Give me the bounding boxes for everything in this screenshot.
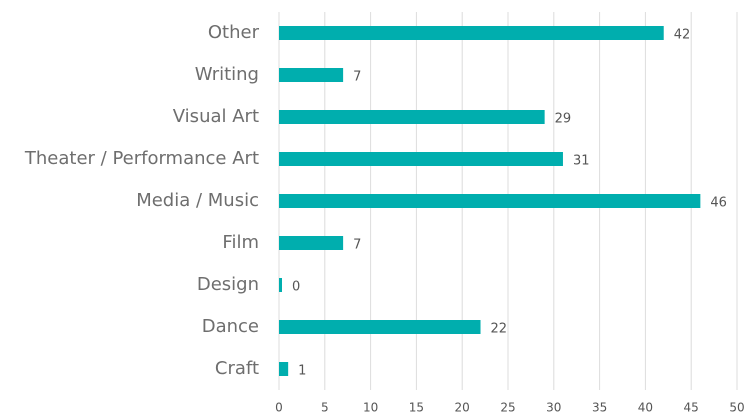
x-tick-label: 20 [455, 401, 470, 415]
category-label: Film [222, 232, 259, 253]
data-label: 7 [353, 70, 361, 85]
x-tick-label: 45 [684, 401, 699, 415]
data-label: 7 [353, 238, 361, 253]
x-tick-label: 10 [363, 401, 378, 415]
x-tick-label: 30 [546, 401, 561, 415]
data-label: 22 [491, 322, 508, 337]
category-label: Craft [215, 358, 259, 379]
x-tick-label: 0 [275, 401, 283, 415]
category-label: Design [197, 274, 259, 295]
bar [279, 194, 701, 208]
category-label: Visual Art [173, 106, 259, 127]
data-label: 1 [298, 364, 306, 379]
x-tick-label: 25 [500, 401, 515, 415]
bar [279, 152, 563, 166]
bar [279, 278, 282, 292]
category-label: Other [208, 22, 260, 43]
category-label: Media / Music [136, 190, 259, 211]
bar [279, 26, 664, 40]
x-tick-label: 40 [638, 401, 653, 415]
data-label: 46 [710, 196, 727, 211]
bar [279, 320, 481, 334]
data-label: 31 [573, 154, 590, 169]
bar [279, 110, 545, 124]
data-label: 0 [292, 280, 300, 295]
data-label: 42 [674, 28, 691, 43]
x-tick-label: 50 [729, 401, 744, 415]
data-label: 29 [555, 112, 572, 127]
x-tick-label: 15 [409, 401, 424, 415]
bar [279, 362, 289, 376]
category-label: Writing [195, 64, 259, 85]
bar [279, 236, 344, 250]
category-label: Dance [202, 316, 259, 337]
category-label: Theater / Performance Art [24, 148, 259, 169]
bar [279, 68, 344, 82]
x-tick-label: 35 [592, 401, 607, 415]
x-tick-label: 5 [321, 401, 329, 415]
